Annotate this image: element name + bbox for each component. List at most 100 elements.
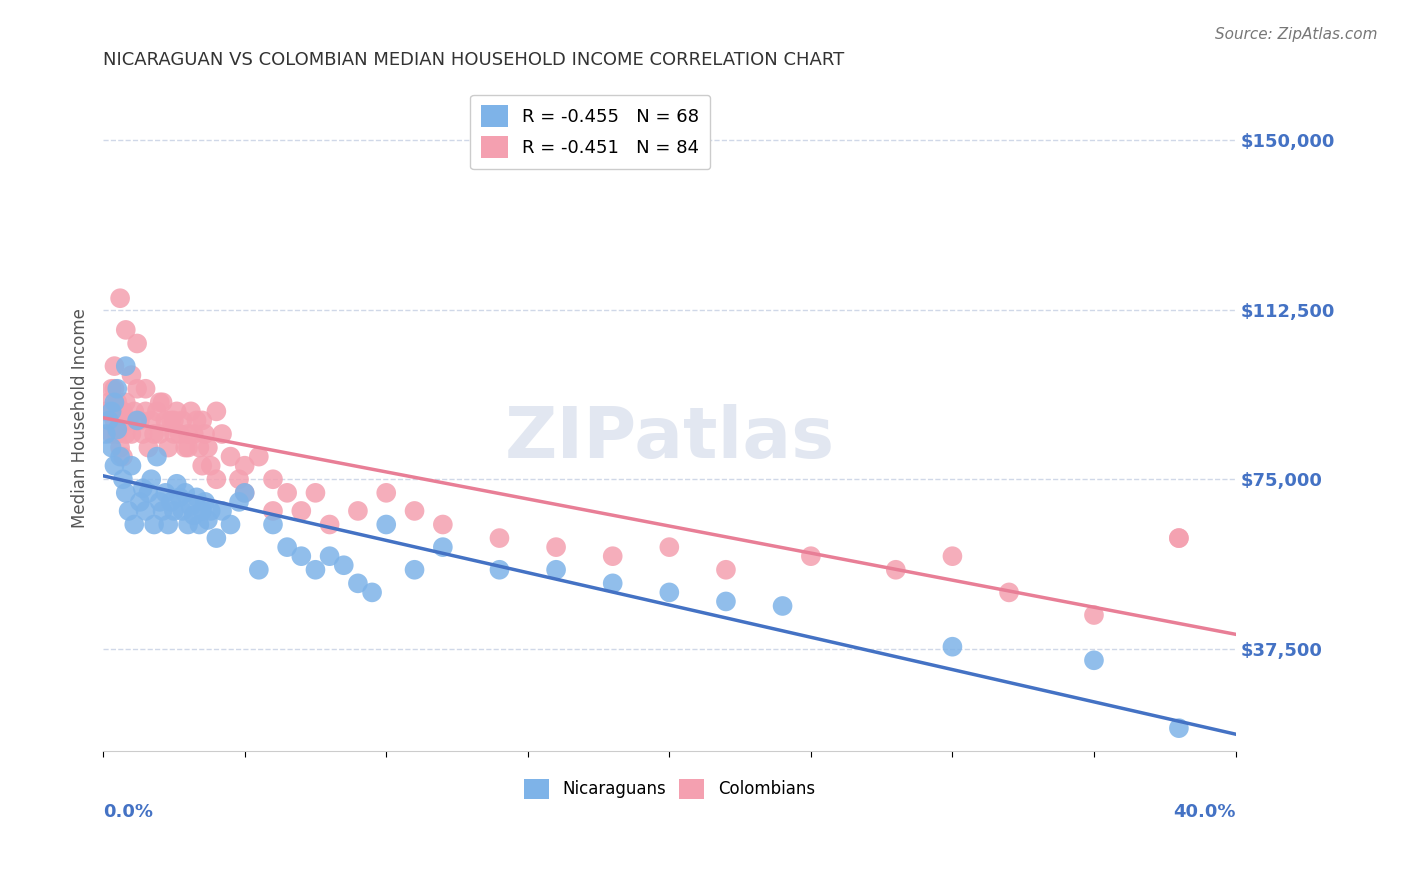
Point [658,585,681,599]
Point [169,491,191,505]
Point [884,563,907,577]
Point [160,413,183,427]
Point [488,531,510,545]
Point [375,517,398,532]
Point [290,549,312,564]
Point [122,517,145,532]
Point [276,485,298,500]
Point [998,585,1021,599]
Point [191,458,214,473]
Point [714,563,737,577]
Point [262,517,284,532]
Point [103,395,125,409]
Point [205,404,228,418]
Point [117,413,139,427]
Point [276,540,298,554]
Point [941,549,963,564]
Point [111,472,134,486]
Point [105,422,128,436]
Point [1167,721,1189,735]
Point [347,504,370,518]
Point [100,404,122,418]
Point [100,382,122,396]
Point [361,585,384,599]
Text: 40.0%: 40.0% [1173,804,1236,822]
Point [135,504,157,518]
Point [233,458,256,473]
Point [114,323,136,337]
Point [205,472,228,486]
Point [180,404,202,418]
Point [941,640,963,654]
Point [488,563,510,577]
Point [127,413,149,427]
Point [160,495,183,509]
Point [800,549,823,564]
Point [169,427,191,442]
Point [546,540,568,554]
Point [143,517,166,532]
Point [174,485,197,500]
Point [228,472,250,486]
Point [772,599,794,613]
Point [163,427,186,442]
Point [332,558,354,573]
Point [127,382,149,396]
Point [247,450,270,464]
Point [114,427,136,442]
Point [108,291,131,305]
Point [658,540,681,554]
Point [205,531,228,545]
Point [103,359,125,373]
Point [114,485,136,500]
Point [141,472,163,486]
Point [108,413,131,427]
Legend: R = -0.455   N = 68, R = -0.451   N = 84: R = -0.455 N = 68, R = -0.451 N = 84 [470,95,710,169]
Point [94,404,117,418]
Point [108,441,131,455]
Point [166,476,188,491]
Point [157,517,180,532]
Point [149,427,172,442]
Point [141,413,163,427]
Point [177,517,200,532]
Point [138,485,160,500]
Point [404,563,426,577]
Point [111,404,134,418]
Point [1167,531,1189,545]
Point [152,395,174,409]
Point [138,441,160,455]
Text: ZIPatlas: ZIPatlas [505,403,834,473]
Point [129,413,152,427]
Point [194,427,217,442]
Point [1083,607,1105,622]
Point [172,413,194,427]
Point [1083,653,1105,667]
Point [602,576,624,591]
Point [94,427,117,442]
Point [174,441,197,455]
Point [1167,531,1189,545]
Point [197,441,219,455]
Point [155,485,177,500]
Point [105,395,128,409]
Point [290,504,312,518]
Point [122,404,145,418]
Point [304,485,326,500]
Point [714,594,737,608]
Point [120,458,142,473]
Point [186,491,208,505]
Point [347,576,370,591]
Point [191,413,214,427]
Text: 0.0%: 0.0% [103,804,153,822]
Text: NICARAGUAN VS COLOMBIAN MEDIAN HOUSEHOLD INCOME CORRELATION CHART: NICARAGUAN VS COLOMBIAN MEDIAN HOUSEHOLD… [103,51,845,69]
Point [152,504,174,518]
Point [200,458,222,473]
Point [318,517,340,532]
Point [262,472,284,486]
Point [155,413,177,427]
Point [111,450,134,464]
Point [103,413,125,427]
Point [177,427,200,442]
Point [129,495,152,509]
